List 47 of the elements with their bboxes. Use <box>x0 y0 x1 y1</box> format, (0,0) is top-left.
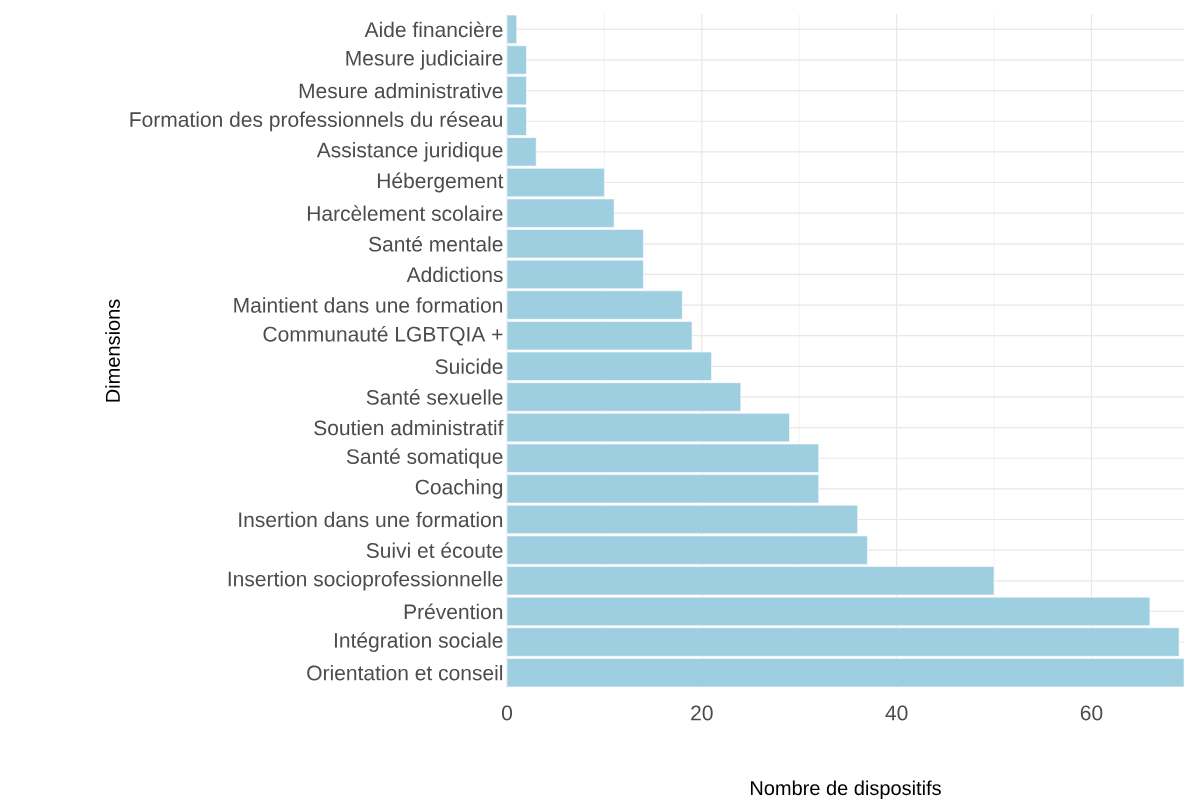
y-tick-label: Insertion socioprofessionnelle <box>228 570 503 591</box>
bar <box>507 413 790 443</box>
y-tick-label: Insertion dans une formation <box>239 511 503 528</box>
bar <box>507 290 683 320</box>
y-tick-label: Communauté LGBTQIA + <box>263 325 503 346</box>
y-tick-label: Formation des professionnels du réseau <box>130 111 503 132</box>
bar <box>507 443 820 473</box>
y-tick-label: Addictions <box>406 266 503 283</box>
bar <box>507 596 1151 626</box>
y-tick-label: Prévention <box>404 603 503 620</box>
y-tick-label: Aide financière <box>364 21 503 38</box>
x-axis-title: Nombre de dispositifs <box>750 780 941 800</box>
x-tick-label: 40 <box>885 705 908 721</box>
bar <box>507 474 820 504</box>
x-tick-label: 0 <box>501 705 513 721</box>
bar <box>507 504 858 535</box>
y-tick-label: Assistance juridique <box>316 142 503 162</box>
bar <box>507 259 644 289</box>
y-tick-label: Maintient dans une formation <box>234 297 503 313</box>
y-tick-label: Coaching <box>415 479 503 499</box>
y-tick-label: Santé somatique <box>346 448 503 469</box>
y-tick-label: Harcèlement scolaire <box>307 205 503 221</box>
bar <box>507 321 693 351</box>
bar <box>507 351 712 381</box>
y-tick-label: Soutien administratif <box>314 419 504 436</box>
bar <box>507 535 868 565</box>
y-tick-label: Mesure judiciaire <box>346 50 503 70</box>
y-tick-label: Orientation et conseil <box>307 664 503 681</box>
bar <box>507 229 644 259</box>
y-tick-label: Santé sexuelle <box>366 389 503 405</box>
bar <box>507 382 742 412</box>
bar <box>507 137 537 167</box>
y-tick-label: Santé mentale <box>369 235 503 252</box>
x-tick-label: 60 <box>1080 705 1103 721</box>
y-tick-label: Suicide <box>435 358 503 375</box>
x-tick-label: 20 <box>691 705 713 721</box>
bar <box>507 167 605 198</box>
y-axis-title: Dimensions <box>105 299 120 402</box>
y-tick-label: Intégration sociale <box>334 632 503 652</box>
bar <box>507 198 615 228</box>
y-tick-label: Hébergement <box>377 172 504 193</box>
y-tick-label: Suivi et écoute <box>366 542 503 558</box>
bar <box>507 45 527 75</box>
y-tick-label: Mesure administrative <box>299 82 503 99</box>
bar <box>507 566 995 596</box>
bar <box>507 627 1180 657</box>
bar <box>507 658 1184 688</box>
